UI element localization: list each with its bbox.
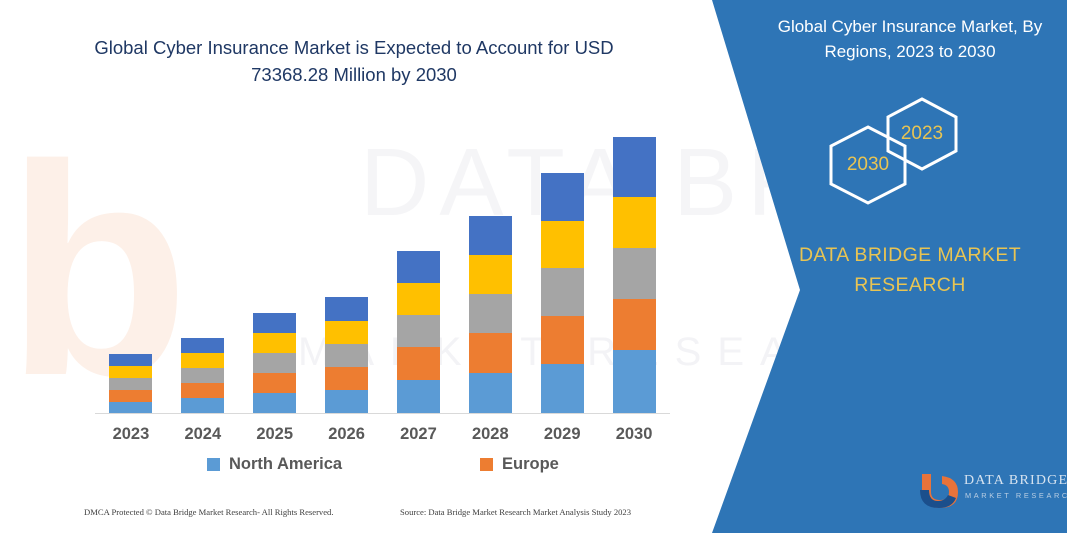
- bar-segment: [540, 221, 584, 268]
- bar-group: [612, 137, 656, 414]
- footer-copyright: DMCA Protected © Data Bridge Market Rese…: [84, 507, 334, 517]
- hexagon-outline-icon: [829, 125, 907, 205]
- bar-group: [253, 313, 297, 414]
- legend-swatch-icon: [207, 458, 220, 471]
- legend-item[interactable]: Europe: [480, 455, 559, 474]
- bar-segment: [612, 350, 656, 414]
- bar-segment: [612, 137, 656, 197]
- x-axis-label: 2023: [112, 425, 150, 443]
- legend-label: Europe: [502, 455, 559, 473]
- bar-segment: [540, 364, 584, 414]
- corner-logo: DATA BRIDGE MARKET RESEARCH: [918, 470, 1067, 512]
- brand-panel-title: Global Cyber Insurance Market, By Region…: [777, 17, 1043, 61]
- bar-group: [181, 338, 225, 414]
- legend-item[interactable]: North America: [207, 455, 342, 474]
- bar-segment: [109, 366, 153, 378]
- x-axis-label: 2026: [328, 425, 365, 443]
- logo-text-sub: MARKET RESEARCH: [965, 491, 1067, 500]
- bar-segment: [396, 347, 440, 380]
- bar-segment: [253, 353, 297, 373]
- hexagon-2030-label: 2030: [846, 154, 890, 175]
- legend-label: North America: [229, 455, 343, 473]
- chart-legend: North America Europe: [95, 455, 670, 481]
- bar-segment: [253, 373, 297, 393]
- x-axis-label: 2025: [256, 425, 294, 443]
- bar-segment: [109, 390, 153, 402]
- bar-segment: [325, 297, 369, 321]
- bar-segment: [468, 333, 512, 373]
- chart-panel: Global Cyber Insurance Market is Expecte…: [0, 37, 712, 533]
- bar-segment: [468, 373, 512, 414]
- bar-group: [109, 354, 153, 414]
- bar-segment: [253, 333, 297, 353]
- bar-chart-plot-area: [95, 110, 670, 414]
- x-axis-label: 2024: [184, 425, 222, 443]
- bar-segment: [181, 368, 225, 383]
- hexagon-2023-label: 2023: [900, 123, 944, 144]
- bar-group: [540, 173, 584, 414]
- x-axis-label: 2028: [471, 425, 509, 443]
- bar-segment: [181, 383, 225, 398]
- hexagon-2030: 2030: [825, 124, 911, 206]
- footer-source: Source: Data Bridge Market Research Mark…: [400, 507, 632, 517]
- x-axis-label: 2030: [615, 425, 653, 443]
- bar-group: [468, 216, 512, 414]
- bar-segment: [396, 380, 440, 414]
- brand-name-line2: RESEARCH: [854, 274, 966, 296]
- bar-segment: [612, 248, 656, 299]
- bar-segment: [253, 393, 297, 414]
- bar-segment: [181, 398, 225, 414]
- databridge-b-logo-icon: [920, 474, 958, 508]
- bar-segment: [612, 299, 656, 350]
- hexagon-outline-icon: [886, 97, 958, 171]
- brand-name: DATA BRIDGE MARKET RESEARCH: [790, 240, 1030, 300]
- legend-swatch-icon: [480, 458, 493, 471]
- bar-group: [325, 297, 369, 414]
- bar-segment: [181, 353, 225, 368]
- bar-group: [396, 251, 440, 414]
- brand-name-line1: DATA BRIDGE MARKET: [798, 244, 1022, 266]
- x-axis-labels: 2023 2024 2025 2026 2027 2028 2029 2030: [95, 425, 670, 451]
- bar-segment: [181, 338, 225, 353]
- bar-segment: [325, 344, 369, 367]
- bar-segment: [109, 378, 153, 390]
- bar-segment: [540, 173, 584, 221]
- hexagon-group: 2030 2023: [825, 96, 1005, 206]
- bar-segment: [325, 367, 369, 390]
- bar-segment: [109, 402, 153, 414]
- bar-segment: [396, 251, 440, 283]
- bar-segment: [325, 321, 369, 344]
- bar-segment: [396, 283, 440, 315]
- bar-segment: [468, 294, 512, 333]
- x-axis-label: 2027: [400, 425, 437, 443]
- bar-segment: [540, 316, 584, 364]
- x-axis-label: 2029: [543, 425, 581, 443]
- bar-segment: [253, 313, 297, 333]
- bar-segment: [540, 268, 584, 316]
- logo-text-main: DATA BRIDGE: [964, 473, 1067, 488]
- bar-segment: [468, 255, 512, 294]
- footer: DMCA Protected © Data Bridge Market Rese…: [0, 505, 712, 533]
- bar-segment: [325, 390, 369, 414]
- x-axis-line: [95, 413, 670, 414]
- hexagon-2023: 2023: [882, 96, 962, 172]
- bar-segment: [612, 197, 656, 248]
- chart-title: Global Cyber Insurance Market is Expecte…: [94, 37, 614, 85]
- bar-segment: [396, 315, 440, 347]
- bar-segment: [109, 354, 153, 366]
- bar-segment: [468, 216, 512, 255]
